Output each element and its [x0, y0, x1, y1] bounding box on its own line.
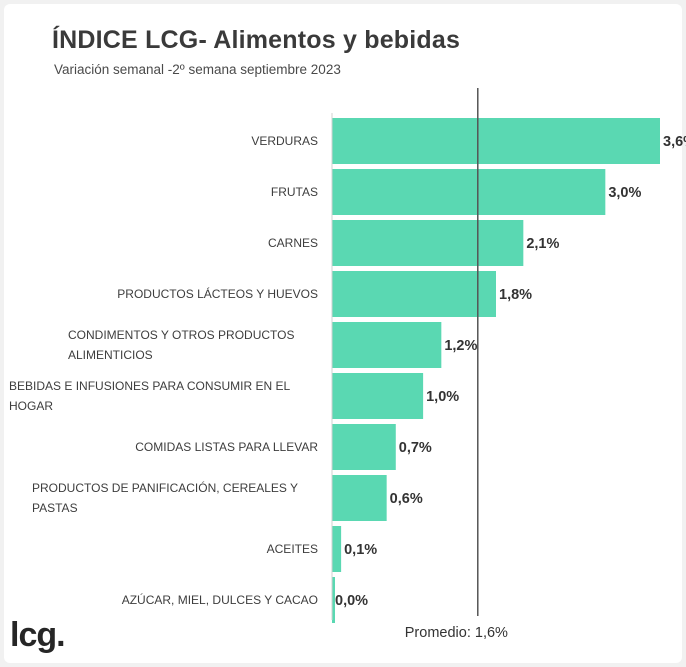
bar-1 — [332, 169, 606, 215]
category-label-3: PRODUCTOS LÁCTEOS Y HUEVOS — [117, 286, 318, 301]
value-label-7: 0,6% — [390, 491, 423, 507]
value-label-6: 0,7% — [399, 440, 432, 456]
bar-7 — [332, 475, 387, 521]
category-label-1: FRUTAS — [271, 185, 318, 199]
value-label-5: 1,0% — [426, 389, 459, 405]
average-label: Promedio: 1,6% — [405, 625, 508, 641]
value-label-9: 0,0% — [335, 593, 368, 609]
value-label-2: 2,1% — [526, 236, 559, 252]
value-label-8: 0,1% — [344, 542, 377, 558]
bar-4 — [332, 322, 442, 368]
lcg-logo: lcg. — [10, 616, 66, 654]
value-label-3: 1,8% — [499, 287, 532, 303]
bar-8 — [332, 526, 342, 572]
category-label-6: COMIDAS LISTAS PARA LLEVAR — [135, 440, 318, 454]
value-label-0: 3,6% — [663, 134, 686, 150]
bar-6 — [332, 424, 396, 470]
value-label-1: 3,0% — [608, 185, 641, 201]
chart-title: ÍNDICE LCG- Alimentos y bebidas — [52, 26, 461, 54]
bar-2 — [332, 220, 524, 266]
category-label-8: ACEITES — [267, 542, 318, 556]
category-label-0: VERDURAS — [251, 134, 318, 148]
category-label-7: PRODUCTOS DE PANIFICACIÓN, CEREALES Y PAS… — [32, 480, 298, 515]
value-label-4: 1,2% — [444, 338, 477, 354]
category-label-4: CONDIMENTOS Y OTROS PRODUCTOS ALIMENTICIO… — [68, 328, 294, 362]
bar-9 — [332, 577, 335, 623]
bar-3 — [332, 271, 496, 317]
category-label-5: BEBIDAS E INFUSIONES PARA CONSUMIR EN EL… — [9, 379, 291, 413]
category-label-9: AZÚCAR, MIEL, DULCES Y CACAO — [122, 592, 318, 607]
bar-5 — [332, 373, 424, 419]
chart-subtitle: Variación semanal -2º semana septiembre … — [54, 62, 341, 77]
category-label-2: CARNES — [268, 236, 318, 250]
bar-0 — [332, 118, 660, 164]
